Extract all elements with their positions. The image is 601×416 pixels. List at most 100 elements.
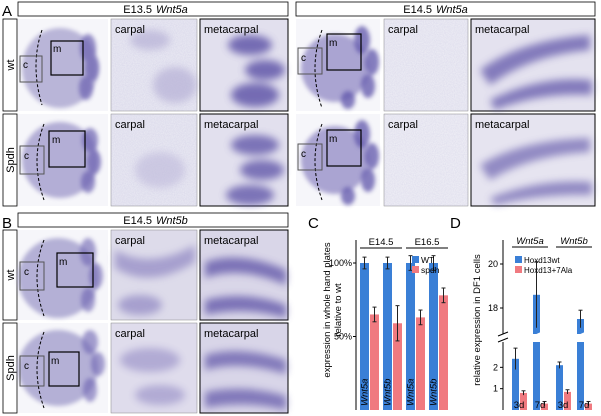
micrograph-b-wt-carpal: carpal [110,229,198,321]
carpal-label: carpal [388,119,418,131]
panel-b-gene: Wnt5b [156,215,188,227]
micrograph-a-e14-wt-hand: c m [296,19,380,111]
chart-d-legend-swatch [515,256,522,263]
chart-c-category-label: Wnt5a [360,379,371,406]
chart-c-ytick-label: 50% [334,332,352,342]
chart-d-bar-break [531,332,542,338]
chart-d-category-label: 3d [514,400,525,411]
chart-d-bar-break [575,336,586,342]
chart-d-bar [556,365,563,410]
micrograph-b-wt-hand: c m [18,230,108,320]
chart-c-ylabel-2: relative to wt [333,283,344,337]
panel-d: D relative expression in DF1 cells 1 2 18 2… [450,215,592,411]
box-label-m: m [51,356,59,367]
panel-a-row-wt: wt [5,60,17,72]
panel-b-row-wt: wt [5,270,17,282]
chart-d-ytick-label: 20 [488,259,498,269]
chart-c-legend-label: spdh [421,265,440,275]
chart-d: 1 2 18 20 Wnt5a Wnt5b 3d 7d 3d 7d Hoxd13wtHoxd13+7… [488,236,592,411]
chart-d-category-label: 7d [579,400,590,411]
chart-c-group-label: E14.5 [369,237,394,248]
chart-d-ytick-label: 2 [493,362,498,372]
micrograph-b-spdh-metacarpal: metacarpal [199,322,289,414]
micrograph-a-e13-wt-carpal: carpal [110,18,198,112]
chart-c-bar [406,263,415,410]
chart-d-bar-lower [577,342,584,410]
chart-c-bar [416,317,425,410]
chart-c-bar [429,263,438,410]
metacarpal-label: metacarpal [204,119,258,131]
chart-c-category-label: Wnt5a [406,379,417,406]
carpal-label: carpal [115,328,145,340]
panel-letter-a: A [2,3,12,20]
panel-b-stage: E14.5 [123,215,152,227]
micrograph-a-e13-wt-hand: c m [18,19,108,111]
carpal-label: carpal [388,24,418,36]
metacarpal-label: metacarpal [204,24,258,36]
chart-d-bar [541,403,548,410]
metacarpal-label: metacarpal [475,119,529,131]
chart-c-legend-swatch [412,256,419,263]
chart-d-ytick-label: 1 [493,384,498,394]
micrograph-a-e13-wt-metacarpal: metacarpal [199,18,289,112]
panel-a-left-stage: E13.5 [123,4,152,16]
micrograph-b-wt-metacarpal: metacarpal [199,229,289,321]
chart-d-legend-swatch [515,266,522,273]
chart-d-legend-label: Hoxd13+7Ala [524,266,573,275]
box-label-m: m [329,134,337,145]
chart-c-ylabel-1: expression in whole hand plates [322,242,333,377]
chart-c-bar [383,263,392,410]
chart-c-legend-label: WT [421,255,434,265]
chart-c-legend-swatch [412,266,419,273]
box-label-m: m [59,257,67,268]
micrograph-b-spdh-hand: c m [18,323,108,413]
panel-a-left-gene: Wnt5a [156,4,188,16]
box-label-c: c [301,53,306,64]
micrograph-a-e14-spdh-carpal: carpal [383,113,469,207]
box-label-c: c [24,267,29,278]
carpal-label: carpal [115,235,145,247]
panel-a-right-gene: Wnt5a [436,4,468,16]
carpal-label: carpal [115,119,145,131]
panel-letter-c: C [308,215,319,232]
micrograph-a-e14-wt-carpal: carpal [383,18,469,112]
chart-d-category-label: 7d [535,400,546,411]
chart-c: 50% 100% E14.5 E16.5 Wnt5a Wnt5b Wnt5a Wnt5b WTs… [329,237,448,410]
box-label-m: m [53,44,61,55]
chart-d-axis-break [497,331,509,337]
panel-b-row-spdh: Spdh [5,355,17,381]
chart-d-ylabel: relative expression in DF1 cells [472,254,483,386]
chart-d-bar-break [575,332,586,338]
micrograph-a-e13-spdh-hand: c m [18,114,108,206]
chart-d-bar [512,358,519,410]
chart-c-bar [360,263,369,410]
chart-d-group-label: Wnt5a [516,236,543,247]
chart-c-category-label: Wnt5b [383,379,394,406]
chart-c-bar [370,314,379,410]
chart-d-legend-label: Hoxd13wt [524,256,560,265]
box-label-c: c [23,60,28,71]
chart-d-category-label: 3d [558,400,569,411]
box-label-c: c [24,151,29,162]
box-label-m: m [329,38,337,49]
chart-c-group-label: E16.5 [415,237,440,248]
panel-c: C expression in whole hand plates relati… [308,215,448,410]
panel-a-row-spdh: Spdh [5,147,17,173]
micrograph-a-e14-spdh-metacarpal: metacarpal [470,113,596,207]
chart-d-bar-break [531,336,542,342]
chart-d-bar-lower [533,342,540,410]
chart-c-bar [393,323,402,410]
box-label-m: m [52,135,60,146]
micrograph-a-e14-spdh-hand: c m [296,114,380,206]
box-label-c: c [24,361,29,372]
chart-c-bar [439,295,448,410]
panel-b: B E14.5 Wnt5b wt Spdh c m carpal [2,212,289,414]
chart-d-axis-break [497,337,509,343]
micrograph-a-e13-spdh-metacarpal: metacarpal [199,113,289,207]
chart-d-bar [520,392,527,410]
chart-d-group-label: Wnt5b [560,236,587,247]
metacarpal-label: metacarpal [475,24,529,36]
micrograph-a-e14-wt-metacarpal: metacarpal [470,18,596,112]
panel-a: A E13.5 Wnt5a E14.5 Wnt5a wt Spdh c m [2,1,596,207]
